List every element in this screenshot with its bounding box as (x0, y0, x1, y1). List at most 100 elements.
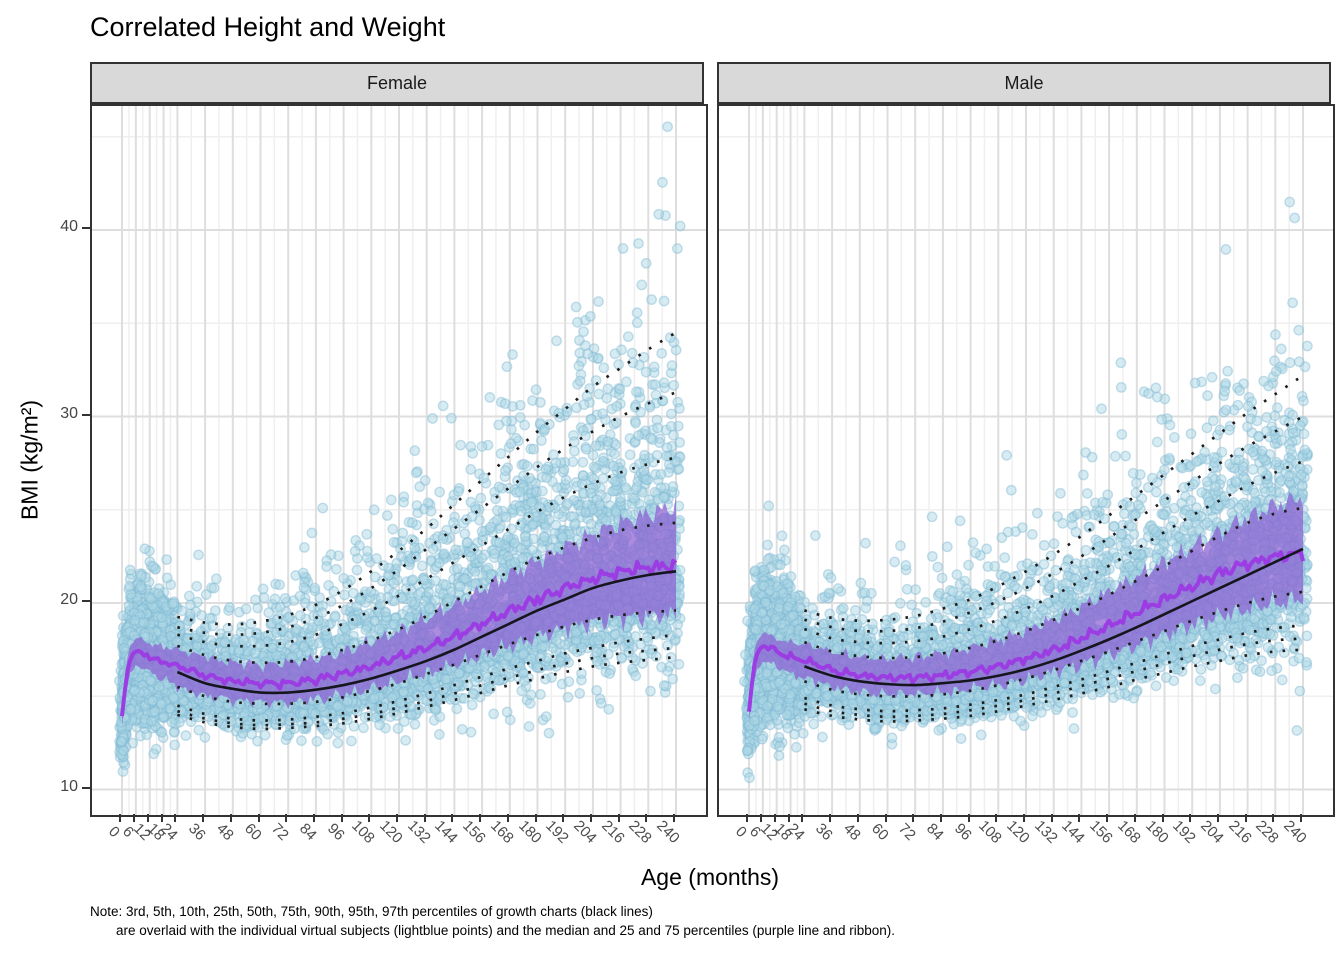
x-tick-mark (1023, 814, 1025, 822)
x-tick-label: 48 (839, 820, 864, 844)
panel-female (90, 104, 708, 817)
panel-male (717, 104, 1335, 817)
x-tick-mark (174, 814, 177, 822)
x-tick-mark (1189, 814, 1192, 822)
x-tick-mark (479, 814, 482, 822)
x-tick-mark (801, 814, 804, 822)
x-tick-label: 96 (950, 820, 975, 844)
x-tick-mark (229, 814, 232, 822)
x-tick-mark (562, 814, 565, 822)
x-tick-mark (506, 814, 509, 822)
x-tick-mark (340, 814, 343, 822)
x-tick-label: 228 (1252, 817, 1283, 847)
x-tick-label: 84 (295, 820, 320, 844)
chart-title: Correlated Height and Weight (90, 12, 446, 42)
x-tick-label: 24 (784, 820, 809, 844)
x-tick-label: 48 (212, 820, 237, 844)
x-tick-label: 84 (922, 820, 947, 844)
x-tick-label: 180 (514, 817, 545, 847)
x-tick-label: 156 (459, 817, 489, 847)
x-tick-mark (368, 814, 371, 822)
y-tick-mark (82, 413, 90, 416)
x-tick-mark (645, 814, 648, 822)
x-tick-mark (396, 814, 398, 822)
x-tick-mark (312, 814, 315, 822)
female-plot-canvas (92, 106, 706, 815)
y-tick-label: 30 (60, 404, 78, 422)
x-tick-label: 72 (268, 820, 293, 844)
x-tick-mark (160, 814, 163, 822)
x-tick-mark (759, 814, 762, 822)
x-tick-mark (856, 814, 859, 822)
x-tick-mark (146, 814, 149, 822)
x-tick-mark (1216, 814, 1219, 822)
x-tick-mark (285, 814, 288, 822)
x-tick-mark (884, 814, 887, 822)
x-tick-mark (119, 814, 121, 822)
x-tick-label: 120 (1003, 817, 1033, 847)
x-tick-mark (451, 814, 454, 822)
x-tick-mark (673, 814, 675, 822)
x-tick-label: 204 (570, 817, 600, 847)
male-plot-canvas (719, 106, 1333, 815)
x-tick-mark (534, 814, 537, 822)
x-tick-label: 156 (1086, 817, 1116, 847)
x-tick-label: 144 (431, 817, 462, 847)
facet-strip-female: Female (90, 62, 704, 104)
x-tick-label: 168 (486, 817, 517, 847)
x-tick-mark (1050, 814, 1053, 822)
x-tick-mark (1106, 814, 1109, 822)
x-tick-label: 228 (625, 817, 656, 847)
x-tick-label: 192 (1169, 817, 1200, 847)
x-tick-mark (829, 814, 832, 822)
x-tick-label: 72 (895, 820, 920, 844)
facet-strip-male: Male (717, 62, 1331, 104)
x-tick-label: 60 (240, 820, 265, 844)
x-tick-mark (746, 814, 748, 822)
x-tick-mark (787, 814, 790, 822)
y-tick-label: 20 (60, 591, 78, 608)
x-tick-label: 24 (157, 820, 182, 844)
footnote-line1: Note: 3rd, 5th, 10th, 25th, 50th, 75th, … (90, 904, 653, 919)
x-tick-mark (939, 814, 942, 822)
x-tick-mark (423, 814, 426, 822)
x-tick-mark (773, 814, 776, 822)
footnote: Note: 3rd, 5th, 10th, 25th, 50th, 75th, … (90, 902, 895, 940)
x-tick-label: 120 (376, 817, 406, 847)
y-tick-label: 10 (60, 777, 78, 795)
x-tick-mark (257, 814, 260, 822)
x-tick-mark (1078, 814, 1081, 822)
x-tick-label: 168 (1113, 817, 1144, 847)
x-tick-label: 132 (403, 817, 434, 847)
x-tick-mark (617, 814, 620, 822)
x-tick-label: 108 (348, 817, 379, 847)
x-tick-mark (1272, 814, 1275, 822)
x-tick-mark (1300, 814, 1302, 822)
x-axis-label: Age (months) (640, 864, 780, 890)
x-tick-mark (1133, 814, 1136, 822)
x-tick-mark (1161, 814, 1164, 822)
x-tick-mark (912, 814, 915, 822)
y-tick-mark (82, 227, 90, 229)
y-tick-mark (82, 600, 90, 602)
x-tick-label: 144 (1058, 817, 1089, 847)
x-tick-mark (1244, 814, 1247, 822)
x-tick-label: 216 (1224, 817, 1255, 847)
x-tick-mark (202, 814, 205, 822)
y-tick-mark (82, 786, 90, 789)
x-tick-mark (132, 814, 135, 822)
x-tick-label: 108 (975, 817, 1006, 847)
x-tick-mark (967, 814, 970, 822)
facet-label-female: Female (366, 72, 428, 93)
x-tick-label: 60 (867, 820, 892, 844)
x-tick-label: 204 (1197, 817, 1227, 847)
x-tick-label: 132 (1030, 817, 1061, 847)
x-tick-label: 36 (185, 820, 209, 844)
y-tick-label: 40 (60, 218, 78, 235)
x-tick-label: 96 (323, 820, 348, 844)
x-tick-label: 36 (812, 820, 836, 844)
footnote-line2: are overlaid with the individual virtual… (116, 923, 895, 938)
x-tick-label: 240 (1280, 817, 1310, 847)
facet-label-male: Male (1004, 72, 1044, 93)
